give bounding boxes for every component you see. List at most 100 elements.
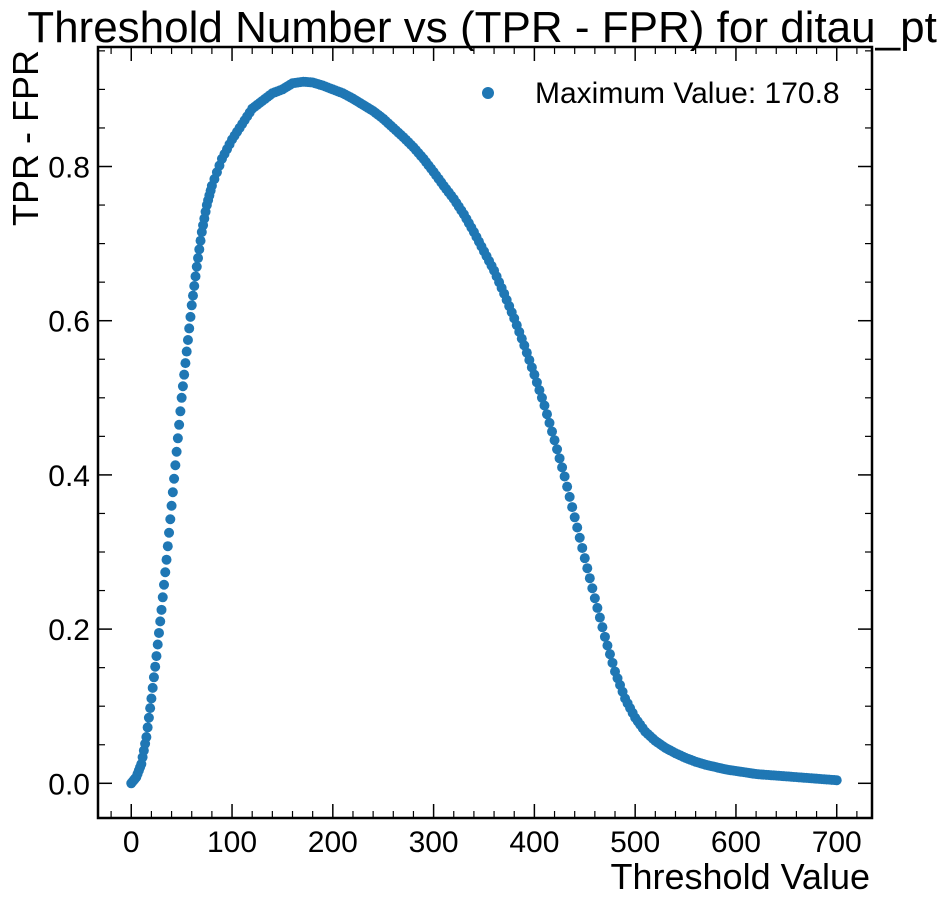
data-point [529, 369, 540, 380]
data-point [831, 775, 842, 786]
data-point-interp [148, 672, 159, 683]
data-point [176, 392, 187, 403]
chart-title: Threshold Number vs (TPR - FPR) for dita… [27, 3, 937, 52]
data-point-interp [536, 392, 547, 403]
data-point-interp [594, 612, 605, 623]
data-point-interp [155, 616, 166, 627]
data-point-interp [170, 460, 181, 471]
data-point-interp [582, 563, 593, 574]
y-tick-label: 0.4 [48, 460, 90, 493]
data-point-interp [547, 426, 558, 437]
y-tick-label: 0.0 [48, 768, 90, 801]
data-point-interp [174, 419, 185, 430]
data-point-interp [142, 722, 153, 733]
data-point [579, 553, 590, 564]
data-point-interp [150, 661, 161, 672]
data-point [191, 261, 202, 272]
data-point-interp [607, 657, 618, 668]
x-tick-label: 600 [711, 826, 761, 859]
data-point-interp [185, 311, 196, 322]
data-point-interp [587, 583, 598, 594]
data-point-interp [194, 244, 205, 255]
data-point-interp [584, 573, 595, 584]
x-tick-label: 0 [123, 826, 140, 859]
x-axis-label: Threshold Value [611, 856, 871, 897]
data-point-interp [180, 358, 191, 369]
data-point-interp [562, 481, 573, 492]
data-point-interp [597, 622, 608, 633]
data-point-interp [147, 682, 158, 693]
x-tick-label: 700 [812, 826, 862, 859]
data-point [559, 471, 570, 482]
data-point-interp [552, 444, 563, 455]
x-tick-label: 200 [308, 826, 358, 859]
data-point [186, 300, 197, 311]
data-point-interp [195, 235, 206, 246]
y-axis-label: TPR - FPR [5, 50, 46, 226]
data-point-interp [157, 592, 168, 603]
data-point [599, 631, 610, 642]
data-point-interp [152, 639, 163, 650]
x-tick-label: 100 [207, 826, 257, 859]
legend-marker [482, 87, 494, 99]
data-point-interp [572, 522, 583, 533]
data-point-interp [179, 369, 190, 380]
data-point-interp [162, 541, 173, 552]
data-point [569, 512, 580, 523]
data-points [126, 76, 842, 789]
data-point-interp [177, 381, 188, 392]
data-point-interp [567, 502, 578, 513]
data-point-interp [541, 409, 552, 420]
data-point-interp [602, 640, 613, 651]
data-point-interp [175, 406, 186, 417]
data-point-interp [184, 323, 195, 334]
data-point [151, 651, 162, 662]
data-point [181, 346, 192, 357]
data-point-interp [190, 271, 201, 282]
y-tick-label: 0.6 [48, 306, 90, 339]
data-point-interp [564, 491, 575, 502]
plot-area: 0 100 200 300 400 500 600 700 0.0 0.2 0.4 0.6 0.8 [48, 45, 874, 859]
data-point-interp [534, 385, 545, 396]
data-point-interp [159, 579, 170, 590]
data-point [539, 400, 550, 411]
data-point-interp [172, 433, 183, 444]
data-point-interp [544, 417, 555, 428]
data-point [156, 604, 167, 615]
x-tick-label: 500 [610, 826, 660, 859]
data-point [549, 435, 560, 446]
plot-frame [96, 45, 874, 820]
data-point-interp [557, 462, 568, 473]
data-point [171, 446, 182, 457]
data-point [166, 500, 177, 511]
data-point-interp [531, 377, 542, 388]
data-point-interp [577, 542, 588, 553]
data-point-interp [554, 453, 565, 464]
data-point-interp [165, 514, 176, 525]
legend: Maximum Value: 170.8 [482, 77, 840, 110]
data-point-interp [193, 253, 204, 264]
data-point-interp [160, 567, 171, 578]
data-point-interp [189, 281, 200, 292]
data-point-interp [167, 487, 178, 498]
y-tick-label: 0.8 [48, 152, 90, 185]
data-point [589, 593, 600, 604]
data-point-interp [592, 602, 603, 613]
data-point-interp [143, 712, 154, 723]
data-point [141, 732, 152, 743]
x-tick-label: 400 [509, 826, 559, 859]
data-point-interp [187, 290, 198, 301]
data-point-interp [574, 532, 585, 543]
legend-label: Maximum Value: 170.8 [535, 77, 840, 110]
y-tick-label: 0.2 [48, 614, 90, 647]
data-point-interp [182, 334, 193, 345]
data-point-interp [164, 527, 175, 538]
data-point-interp [153, 627, 164, 638]
data-point [146, 693, 157, 704]
data-point [161, 554, 172, 565]
x-tick-label: 300 [409, 826, 459, 859]
data-point-interp [145, 703, 156, 714]
data-point-interp [169, 473, 180, 484]
data-point-interp [604, 649, 615, 660]
